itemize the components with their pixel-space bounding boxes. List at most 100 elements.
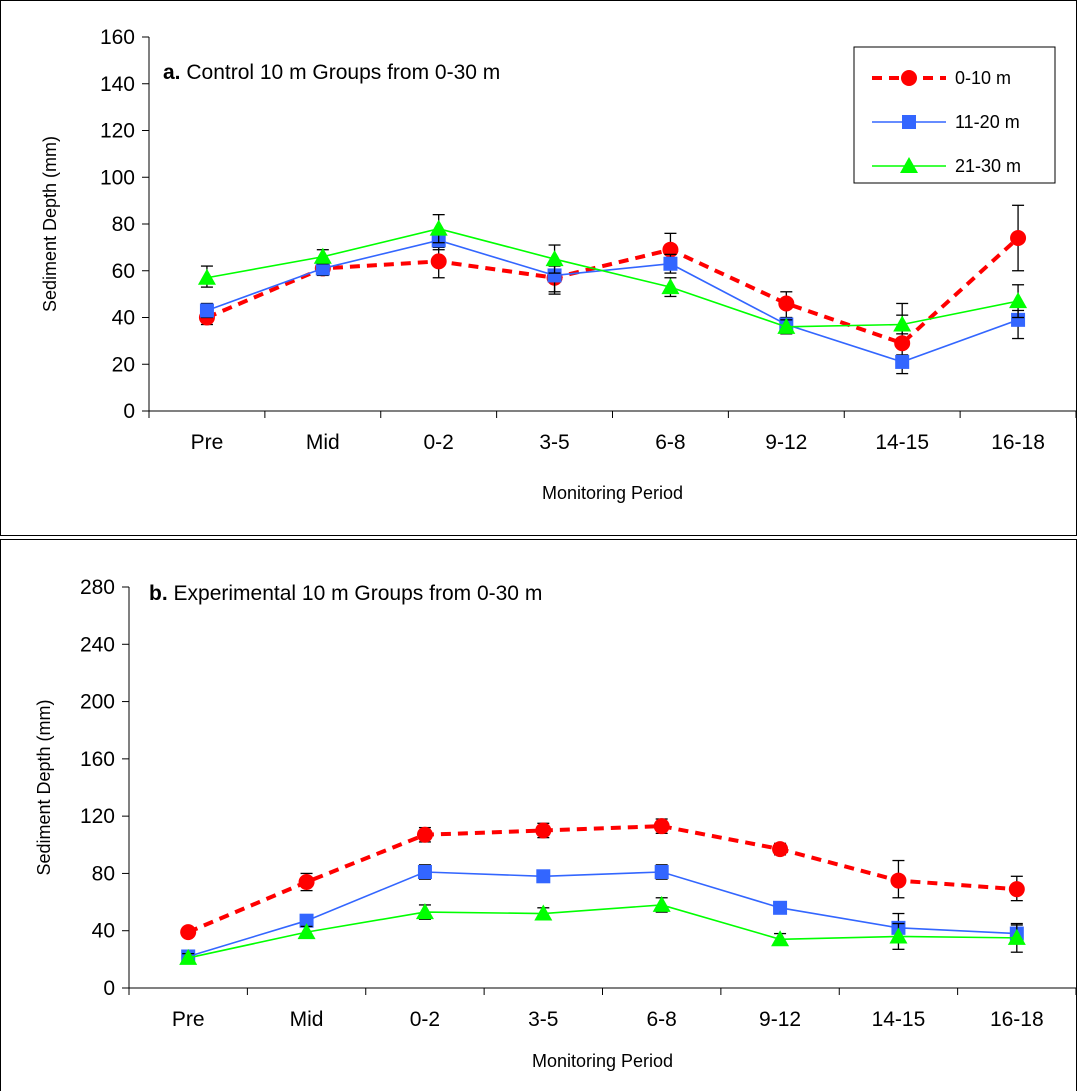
marker-square bbox=[773, 900, 788, 915]
y-tick-label: 0 bbox=[103, 977, 115, 1000]
marker-circle bbox=[890, 872, 907, 889]
y-tick-label: 160 bbox=[100, 26, 135, 49]
chart-b: 0 40 80 120 160 200 240 280 Pre Mid 0-2 3-5 6-8 9-12 1… bbox=[34, 576, 1077, 1071]
y-tick-label: 40 bbox=[112, 307, 135, 330]
series-line bbox=[187, 871, 1017, 958]
marker-circle bbox=[894, 335, 911, 352]
series-0-10m bbox=[198, 204, 1027, 363]
marker-triangle bbox=[771, 930, 790, 947]
y-axis-title: Sediment Depth (mm) bbox=[34, 699, 54, 875]
marker-square bbox=[536, 869, 551, 884]
x-tick-label: 9-12 bbox=[759, 1008, 801, 1031]
y-tick-label: 80 bbox=[92, 862, 115, 885]
y-axis-title: Sediment Depth (mm) bbox=[40, 136, 60, 312]
marker-square bbox=[299, 913, 314, 928]
y-tick-label: 120 bbox=[80, 805, 115, 828]
marker-triangle bbox=[429, 219, 448, 236]
x-tick-label: 16-18 bbox=[991, 431, 1045, 454]
chart-title-prefix: a. bbox=[163, 61, 181, 84]
marker-square bbox=[547, 268, 562, 283]
y-tick-label: 140 bbox=[100, 73, 135, 96]
x-tick-label: Pre bbox=[191, 431, 224, 454]
y-tick-label: 200 bbox=[80, 691, 115, 714]
marker-circle bbox=[653, 818, 670, 835]
x-tick-label: 9-12 bbox=[765, 431, 807, 454]
chart-a: 0 20 40 60 80 100 120 140 160 Pre Mid 0-2 3-5 6-8 9-12… bbox=[40, 26, 1077, 503]
x-tick-label: Mid bbox=[306, 431, 340, 454]
marker-triangle bbox=[900, 157, 918, 173]
x-tick-label: 3-5 bbox=[528, 1008, 558, 1031]
y-tick-label: 160 bbox=[80, 748, 115, 771]
series-line bbox=[206, 236, 1020, 346]
chart-title: a. Control 10 m Groups from 0-30 m bbox=[163, 61, 500, 84]
marker-triangle bbox=[661, 278, 680, 295]
series-line bbox=[187, 824, 1017, 934]
marker-square bbox=[895, 354, 910, 369]
marker-square bbox=[902, 115, 916, 129]
x-axis-title: Monitoring Period bbox=[532, 1051, 673, 1071]
series-line bbox=[188, 904, 1017, 959]
marker-triangle bbox=[777, 317, 796, 334]
series-21-30m bbox=[197, 213, 1028, 335]
x-tick-label: 6-8 bbox=[655, 431, 685, 454]
marker-circle bbox=[180, 924, 197, 941]
y-tick-label: 20 bbox=[112, 353, 135, 376]
marker-triangle bbox=[889, 927, 908, 944]
marker-square bbox=[315, 261, 330, 276]
marker-triangle bbox=[197, 268, 216, 285]
chart-title-text: Control 10 m Groups from 0-30 m bbox=[181, 61, 501, 84]
legend-label: 11-20 m bbox=[955, 112, 1020, 132]
series-0-10m bbox=[180, 818, 1025, 941]
marker-square bbox=[199, 303, 214, 318]
marker-circle bbox=[430, 253, 447, 270]
marker-triangle bbox=[179, 948, 198, 965]
marker-triangle bbox=[534, 904, 553, 921]
marker-triangle bbox=[1009, 292, 1028, 309]
marker-triangle bbox=[893, 315, 912, 332]
x-tick-label: 14-15 bbox=[872, 1008, 926, 1031]
marker-circle bbox=[901, 70, 917, 86]
y-tick-label: 100 bbox=[100, 166, 135, 189]
y-tick-label: 40 bbox=[92, 920, 115, 943]
marker-circle bbox=[298, 874, 315, 891]
marker-triangle bbox=[545, 250, 564, 267]
x-tick-label: 16-18 bbox=[990, 1008, 1044, 1031]
marker-triangle bbox=[297, 923, 316, 940]
series-11-20m bbox=[199, 230, 1026, 375]
marker-square bbox=[654, 864, 669, 879]
y-tick-label: 60 bbox=[112, 260, 135, 283]
y-tick-label: 280 bbox=[80, 576, 115, 599]
series-line bbox=[206, 227, 1019, 328]
marker-triangle bbox=[1007, 928, 1026, 945]
chart-panel-a: 0 20 40 60 80 100 120 140 160 Pre Mid 0-2 3-5 6-8 9-12… bbox=[0, 0, 1077, 536]
marker-square bbox=[417, 864, 432, 879]
legend: 0-10 m 11-20 m 21-30 m bbox=[853, 46, 1056, 184]
marker-circle bbox=[1010, 230, 1027, 247]
legend-label: 0-10 m bbox=[955, 68, 1011, 88]
marker-triangle bbox=[313, 247, 332, 264]
marker-circle bbox=[416, 826, 433, 843]
chart-panel-b: 0 40 80 120 160 200 240 280 Pre Mid 0-2 3-5 6-8 9-12 1… bbox=[0, 539, 1077, 1091]
chart-title-text: Experimental 10 m Groups from 0-30 m bbox=[168, 582, 543, 605]
marker-circle bbox=[535, 822, 552, 839]
y-tick-label: 120 bbox=[100, 120, 135, 143]
marker-circle bbox=[662, 241, 679, 258]
x-axis-title: Monitoring Period bbox=[542, 483, 683, 503]
x-tick-label: 3-5 bbox=[539, 431, 569, 454]
chart-title-prefix: b. bbox=[149, 582, 168, 605]
y-tick-label: 0 bbox=[123, 400, 135, 423]
marker-square bbox=[1011, 312, 1026, 327]
x-tick-label: Pre bbox=[172, 1008, 205, 1031]
marker-triangle bbox=[652, 895, 671, 912]
y-tick-label: 240 bbox=[80, 633, 115, 656]
marker-circle bbox=[772, 841, 789, 858]
x-tick-label: 6-8 bbox=[647, 1008, 677, 1031]
y-tick-label: 80 bbox=[112, 213, 135, 236]
x-tick-label: Mid bbox=[290, 1008, 324, 1031]
x-tick-label: 14-15 bbox=[875, 431, 929, 454]
legend-label: 21-30 m bbox=[955, 156, 1021, 176]
x-tick-label: 0-2 bbox=[410, 1008, 440, 1031]
x-tick-label: 0-2 bbox=[424, 431, 454, 454]
series-line bbox=[206, 239, 1019, 363]
marker-circle bbox=[1008, 881, 1025, 898]
